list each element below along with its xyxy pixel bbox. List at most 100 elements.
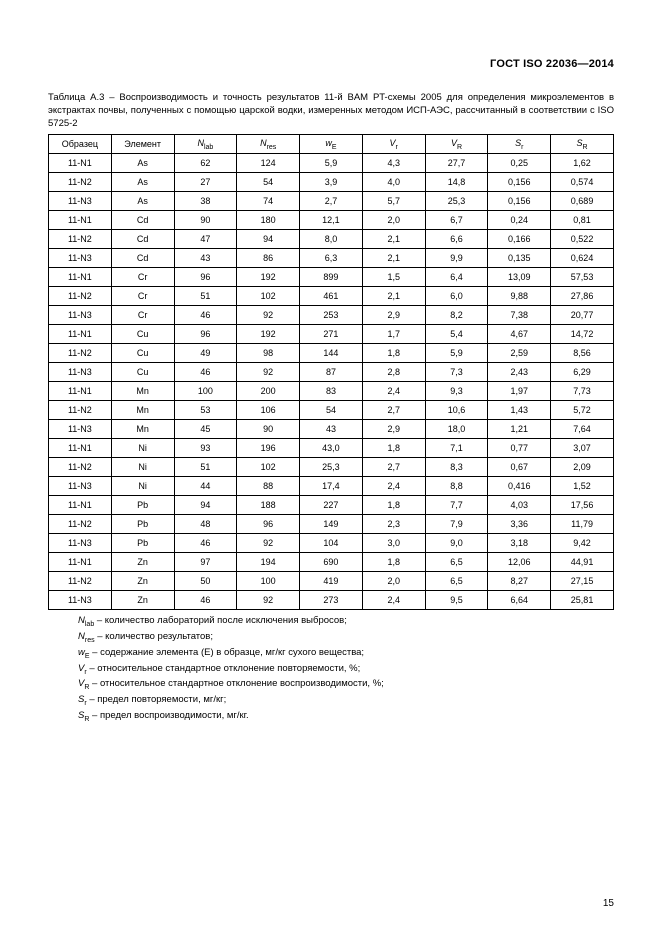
- table-cell: 8,0: [300, 230, 363, 249]
- table-cell: 11-N3: [49, 534, 112, 553]
- table-cell: 899: [300, 268, 363, 287]
- table-cell: 11-N1: [49, 496, 112, 515]
- table-cell: 43: [300, 420, 363, 439]
- table-cell: As: [111, 154, 174, 173]
- table-row: 11-N2Zn501004192,06,58,2727,15: [49, 572, 614, 591]
- table-cell: Cd: [111, 211, 174, 230]
- table-cell: 11-N3: [49, 591, 112, 610]
- table-column-header: wE: [300, 135, 363, 154]
- document-standard-code: ГОСТ ISO 22036—2014: [48, 58, 614, 70]
- table-cell: Mn: [111, 382, 174, 401]
- table-cell: 4,0: [362, 173, 425, 192]
- table-cell: 7,38: [488, 306, 551, 325]
- table-cell: 2,7: [362, 401, 425, 420]
- table-cell: 4,3: [362, 154, 425, 173]
- table-cell: 6,64: [488, 591, 551, 610]
- table-cell: 1,8: [362, 496, 425, 515]
- table-cell: 7,9: [425, 515, 488, 534]
- table-row: 11-N1Pb941882271,87,74,0317,56: [49, 496, 614, 515]
- table-cell: 6,3: [300, 249, 363, 268]
- table-cell: 45: [174, 420, 237, 439]
- table-cell: 8,56: [551, 344, 614, 363]
- table-cell: 0,522: [551, 230, 614, 249]
- data-table: ОбразецЭлементNlabNreswEVrVRSrSR 11-N1As…: [48, 134, 614, 610]
- table-cell: 0,135: [488, 249, 551, 268]
- table-cell: 3,36: [488, 515, 551, 534]
- table-cell: 97: [174, 553, 237, 572]
- table-cell: As: [111, 192, 174, 211]
- table-row: 11-N2Mn53106542,710,61,435,72: [49, 401, 614, 420]
- table-row: 11-N3Cd43866,32,19,90,1350,624: [49, 249, 614, 268]
- table-cell: 2,7: [300, 192, 363, 211]
- table-cell: Cu: [111, 363, 174, 382]
- table-cell: 5,9: [425, 344, 488, 363]
- table-legend: Nlab – количество лабораторий после искл…: [48, 614, 614, 724]
- table-cell: 10,6: [425, 401, 488, 420]
- table-cell: 1,8: [362, 553, 425, 572]
- table-cell: 17,4: [300, 477, 363, 496]
- table-row: 11-N2Ni5110225,32,78,30,672,09: [49, 458, 614, 477]
- table-cell: 53: [174, 401, 237, 420]
- table-cell: 253: [300, 306, 363, 325]
- table-cell: 11-N1: [49, 268, 112, 287]
- table-cell: Cu: [111, 325, 174, 344]
- table-cell: 11,79: [551, 515, 614, 534]
- legend-item: Nlab – количество лабораторий после искл…: [78, 614, 614, 630]
- table-cell: 12,1: [300, 211, 363, 230]
- table-cell: 2,4: [362, 382, 425, 401]
- page-number: 15: [603, 898, 614, 909]
- table-cell: 461: [300, 287, 363, 306]
- table-cell: 86: [237, 249, 300, 268]
- table-cell: 54: [237, 173, 300, 192]
- table-cell: 92: [237, 534, 300, 553]
- legend-item: wE – содержание элемента (Е) в образце, …: [78, 646, 614, 662]
- table-cell: 51: [174, 287, 237, 306]
- table-cell: 149: [300, 515, 363, 534]
- table-cell: 54: [300, 401, 363, 420]
- table-row: 11-N3Zn46922732,49,56,6425,81: [49, 591, 614, 610]
- table-cell: 47: [174, 230, 237, 249]
- legend-item: SR – предел воспроизводимости, мг/кг.: [78, 709, 614, 725]
- table-cell: 271: [300, 325, 363, 344]
- table-cell: 11-N1: [49, 382, 112, 401]
- table-cell: 0,689: [551, 192, 614, 211]
- table-body: 11-N1As621245,94,327,70,251,6211-N2As275…: [49, 154, 614, 610]
- table-cell: 180: [237, 211, 300, 230]
- table-cell: 2,1: [362, 230, 425, 249]
- table-cell: 74: [237, 192, 300, 211]
- table-cell: 6,0: [425, 287, 488, 306]
- table-cell: 96: [237, 515, 300, 534]
- table-cell: 8,27: [488, 572, 551, 591]
- table-column-header: Элемент: [111, 135, 174, 154]
- table-cell: 7,64: [551, 420, 614, 439]
- table-cell: 92: [237, 306, 300, 325]
- table-cell: 0,156: [488, 173, 551, 192]
- table-cell: 1,8: [362, 439, 425, 458]
- table-cell: 6,4: [425, 268, 488, 287]
- table-cell: 2,59: [488, 344, 551, 363]
- table-row: 11-N1Mn100200832,49,31,977,73: [49, 382, 614, 401]
- table-cell: 7,3: [425, 363, 488, 382]
- table-cell: 25,81: [551, 591, 614, 610]
- table-cell: 0,67: [488, 458, 551, 477]
- table-cell: 6,7: [425, 211, 488, 230]
- table-cell: 1,97: [488, 382, 551, 401]
- table-cell: 2,4: [362, 477, 425, 496]
- table-cell: 6,29: [551, 363, 614, 382]
- table-caption: Таблица А.3 – Воспроизводимость и точнос…: [48, 92, 614, 130]
- table-cell: 1,5: [362, 268, 425, 287]
- table-cell: 90: [174, 211, 237, 230]
- table-cell: 11-N3: [49, 249, 112, 268]
- table-cell: 2,4: [362, 591, 425, 610]
- table-cell: 273: [300, 591, 363, 610]
- table-cell: 27,7: [425, 154, 488, 173]
- table-cell: 46: [174, 534, 237, 553]
- table-row: 11-N3Ni448817,42,48,80,4161,52: [49, 477, 614, 496]
- table-cell: 2,09: [551, 458, 614, 477]
- table-cell: 11-N2: [49, 515, 112, 534]
- table-cell: 2,9: [362, 306, 425, 325]
- table-cell: 46: [174, 306, 237, 325]
- table-cell: 20,77: [551, 306, 614, 325]
- table-cell: Cu: [111, 344, 174, 363]
- table-cell: 0,77: [488, 439, 551, 458]
